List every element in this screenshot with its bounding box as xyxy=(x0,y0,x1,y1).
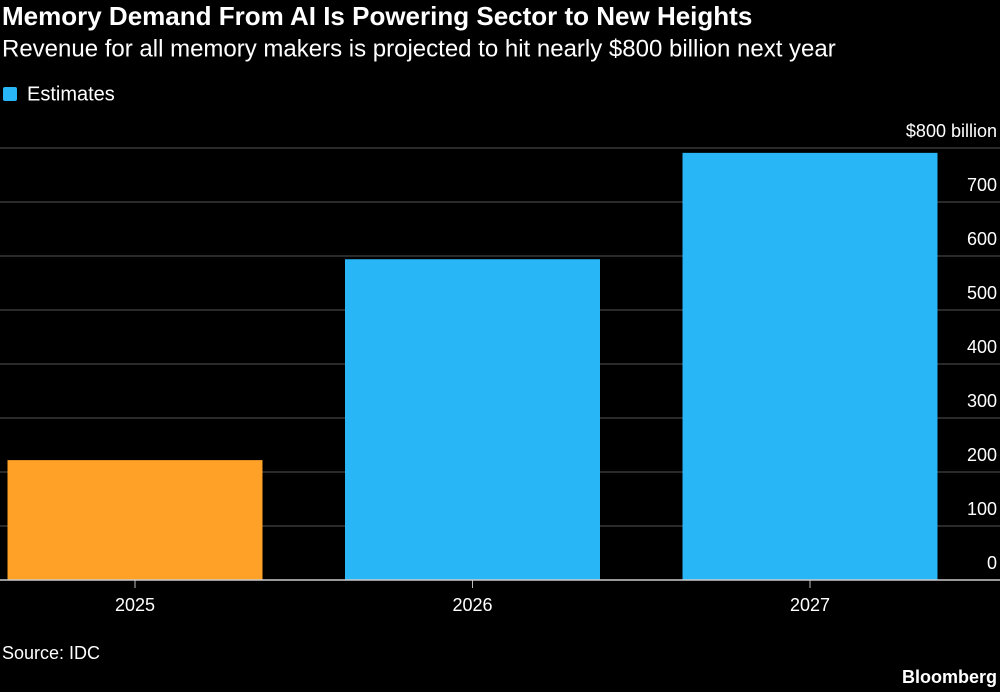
y-tick-label: 0 xyxy=(987,553,997,573)
source: Source: IDC xyxy=(2,643,100,663)
y-tick-label: 600 xyxy=(967,229,997,249)
legend-swatch xyxy=(3,87,17,101)
bar xyxy=(345,259,600,580)
x-tick-label: 2025 xyxy=(115,595,155,615)
y-tick-label: 400 xyxy=(967,337,997,357)
chart-title: Memory Demand From AI Is Powering Sector… xyxy=(2,1,752,31)
bar xyxy=(682,152,938,581)
y-tick-label: $800 billion xyxy=(906,121,997,141)
y-tick-label: 700 xyxy=(967,175,997,195)
brand: Bloomberg xyxy=(902,667,997,687)
x-tick-label: 2026 xyxy=(452,595,492,615)
x-tick-label: 2027 xyxy=(790,595,830,615)
bar xyxy=(7,460,263,580)
y-tick-label: 300 xyxy=(967,391,997,411)
legend-label: Estimates xyxy=(27,83,115,105)
y-tick-label: 200 xyxy=(967,445,997,465)
chart-subtitle: Revenue for all memory makers is project… xyxy=(2,35,836,62)
y-tick-label: 500 xyxy=(967,283,997,303)
y-tick-label: 100 xyxy=(967,499,997,519)
